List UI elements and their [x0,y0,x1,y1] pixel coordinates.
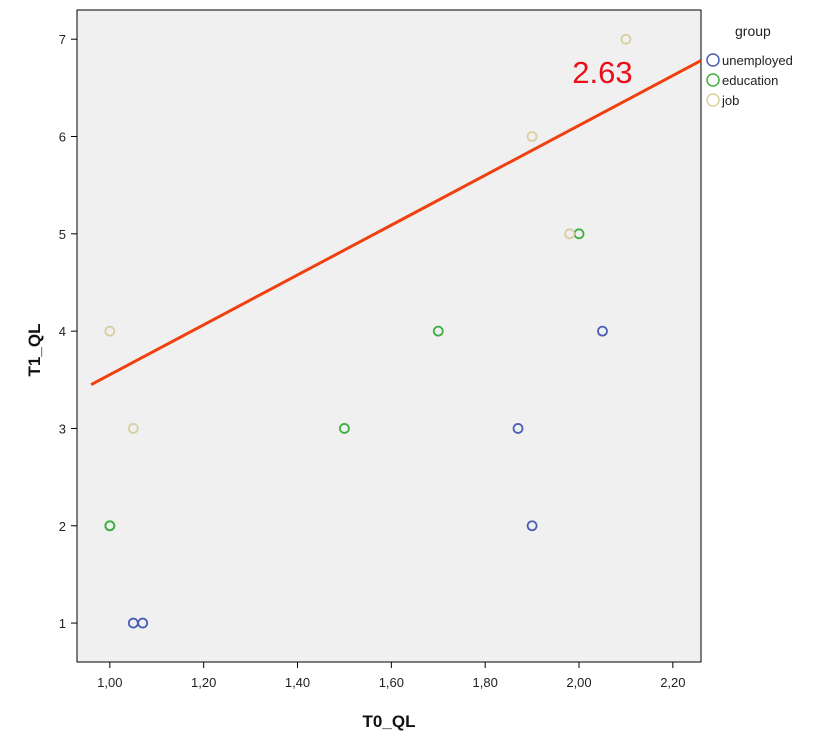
y-axis-title: T1_QL [25,324,44,377]
fit-line [90,59,702,386]
x-tick-label: 1,20 [191,675,216,690]
x-axis-title: T0_QL [363,712,416,731]
y-tick-label: 6 [59,130,66,145]
x-tick-label: 1,80 [473,675,498,690]
data-point-unemployed [526,520,538,532]
legend-marker-unemployed [706,53,720,67]
legend-label-unemployed: unemployed [722,53,793,68]
y-tick-label: 4 [59,324,66,339]
data-point-unemployed [137,617,149,629]
y-axis: 1 2 3 4 5 6 7 [59,32,77,631]
data-point-job [620,33,632,45]
legend-label-job: job [721,93,739,108]
x-tick-label: 2,00 [566,675,591,690]
x-tick-label: 1,60 [379,675,404,690]
data-point-unemployed [512,423,524,434]
data-point-education [104,520,116,532]
x-tick-label: 1,00 [97,675,122,690]
data-point-education [339,423,350,434]
legend: group unemployed education job [706,23,793,108]
data-point-job [564,228,576,240]
data-points [104,33,632,629]
legend-marker-job [706,93,720,107]
y-tick-label: 5 [59,227,66,242]
fit-annotation: 2.63 [572,55,632,90]
legend-marker-education [706,73,720,87]
data-point-job [104,325,116,337]
y-tick-label: 3 [59,421,66,436]
x-tick-label: 2,20 [660,675,685,690]
legend-label-education: education [722,73,778,88]
y-tick-label: 2 [59,519,66,534]
data-point-education [432,325,444,337]
x-axis: 1,00 1,20 1,40 1,60 1,80 2,00 2,20 [97,662,686,690]
plot-area [76,9,702,663]
legend-title: group [735,23,771,39]
x-tick-label: 1,40 [285,675,310,690]
data-point-job [127,423,139,434]
y-tick-label: 1 [59,616,66,631]
data-point-unemployed [597,325,608,337]
y-tick-label: 7 [59,32,66,47]
data-point-job [526,131,538,142]
